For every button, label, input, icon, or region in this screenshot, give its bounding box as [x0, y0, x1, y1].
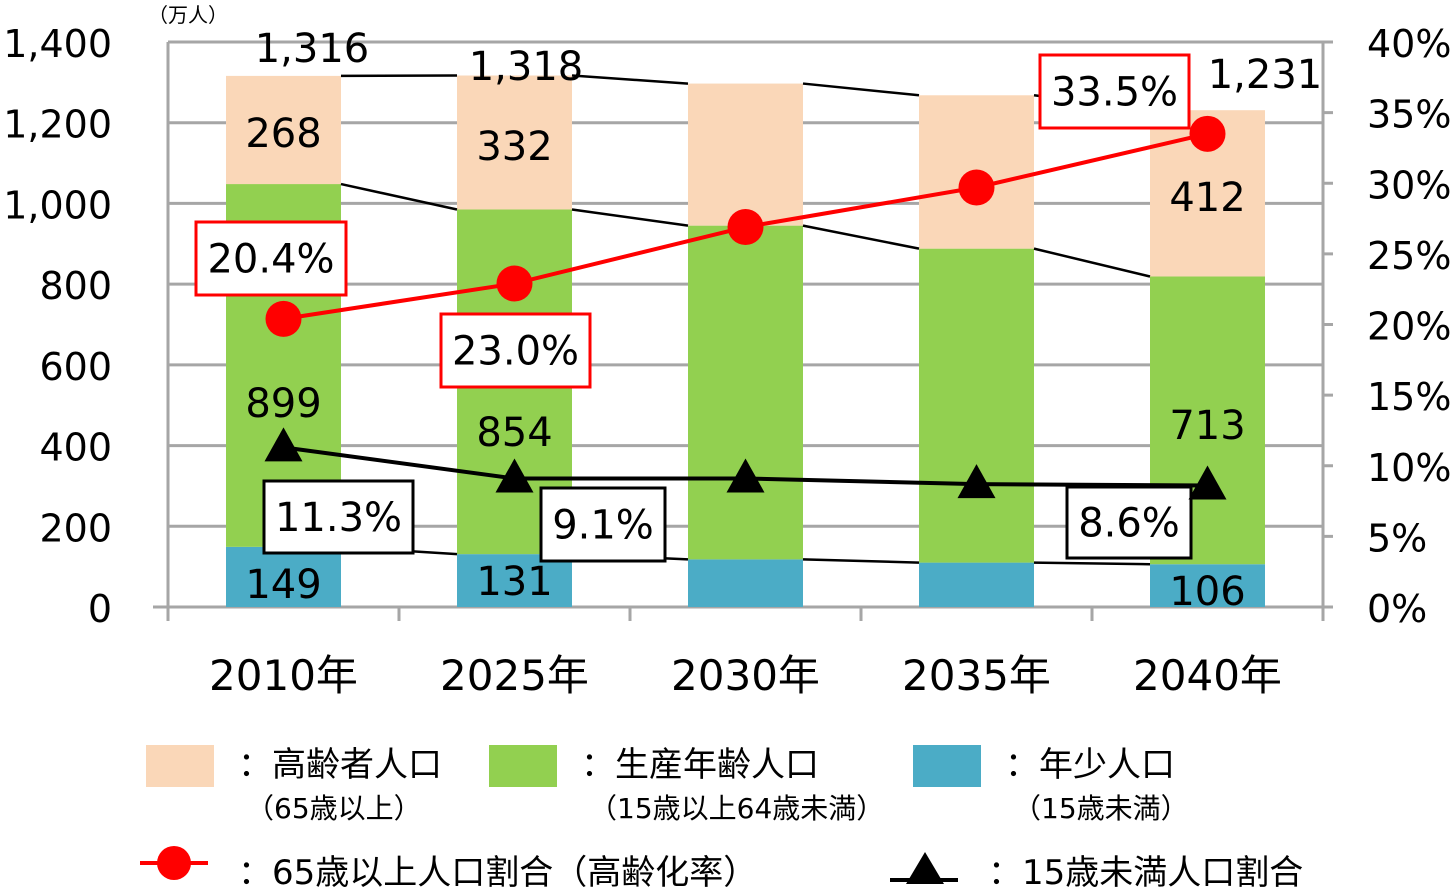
line-label: 11.3% — [275, 495, 402, 541]
line-marker-circle — [1189, 115, 1226, 152]
line-marker-triangle — [495, 458, 534, 493]
bar-value-label: 268 — [245, 111, 321, 157]
y-right-tick-label: 35% — [1367, 93, 1451, 137]
series-connector — [571, 74, 689, 85]
y-right-tick-label: 40% — [1367, 22, 1451, 66]
x-tick-label: 2010年 — [209, 651, 358, 700]
y-right-tick-label: 20% — [1367, 305, 1451, 349]
legend-label: ：15歳未満人口割合 — [988, 853, 1303, 893]
line-marker-circle — [958, 169, 995, 206]
line-label: 9.1% — [552, 503, 654, 549]
line-label-box — [1065, 485, 1193, 560]
line-label-box — [1038, 53, 1191, 130]
x-tick-label: 2035年 — [902, 651, 1051, 700]
bar-value-label: 899 — [245, 381, 321, 427]
y-left-tick-label: 800 — [39, 264, 112, 308]
y-left-tick-label: 0 — [88, 587, 112, 631]
legend-swatch — [489, 745, 557, 787]
series-connector — [571, 208, 689, 227]
y-right-tick-label: 5% — [1367, 516, 1427, 560]
bar-1 — [688, 225, 803, 560]
bar-value-label: 412 — [1169, 175, 1245, 221]
line-label: 8.6% — [1078, 501, 1180, 547]
y-right-tick-label: 10% — [1367, 446, 1451, 490]
legend-label: ：高齢者人口 — [238, 745, 442, 785]
line-marker-circle — [727, 209, 764, 246]
line-label-box — [194, 220, 348, 297]
y-right-tick-label: 30% — [1367, 163, 1451, 207]
bar-0 — [226, 546, 341, 607]
bar-value-label: 332 — [476, 124, 552, 170]
legend-sublabel: （15歳未満） — [1013, 792, 1189, 825]
series-connector — [340, 182, 458, 211]
bar-2 — [226, 75, 341, 185]
legend-marker-circle — [157, 846, 191, 880]
y-right-tick-label: 0% — [1367, 587, 1427, 631]
legend-swatch — [913, 745, 981, 787]
bar-value-label: 106 — [1169, 569, 1245, 615]
y-left-tick-label: 600 — [39, 345, 112, 389]
line-marker-triangle — [1188, 465, 1227, 500]
bar-value-label: 131 — [476, 559, 552, 605]
line-marker-triangle — [726, 458, 765, 493]
line-label: 20.4% — [207, 237, 334, 283]
line-label: 23.0% — [452, 329, 579, 375]
y-right-tick-label: 15% — [1367, 375, 1451, 419]
bar-2 — [457, 75, 572, 210]
x-tick-label: 2030年 — [671, 651, 820, 700]
legend-label: ：65歳以上人口割合（高齢化率） — [238, 853, 757, 893]
total-label: 1,231 — [1208, 52, 1323, 98]
bar-2 — [688, 83, 803, 226]
line-marker-circle — [265, 300, 302, 337]
line-label: 33.5% — [1051, 70, 1178, 116]
unit-label: （万人） — [148, 3, 228, 27]
legend-sublabel: （65歳以上） — [246, 792, 422, 825]
y-left-tick-label: 200 — [39, 506, 112, 550]
line-label-box — [539, 486, 667, 563]
total-label: 1,318 — [469, 44, 584, 90]
y-left-tick-label: 1,000 — [3, 183, 112, 227]
bar-value-label: 713 — [1169, 403, 1245, 449]
legend-swatch — [146, 745, 214, 787]
series-connector — [802, 82, 920, 97]
bar-value-label: 854 — [476, 410, 552, 456]
line-label-box — [262, 479, 415, 555]
bar-0 — [688, 559, 803, 607]
y-left-tick-label: 1,200 — [3, 103, 112, 147]
bar-0 — [1150, 564, 1265, 607]
legend-sublabel: （15歳以上64歳未満） — [589, 792, 884, 825]
legend-label: ：年少人口 — [1005, 745, 1175, 785]
series-connector — [802, 224, 920, 250]
line-marker-triangle — [264, 427, 303, 462]
x-tick-label: 2040年 — [1133, 651, 1282, 700]
bar-0 — [457, 554, 572, 607]
x-tick-label: 2025年 — [440, 651, 589, 700]
bar-0 — [919, 562, 1034, 607]
bar-value-label: 149 — [245, 562, 321, 608]
line-label-box — [439, 312, 592, 389]
y-right-tick-label: 25% — [1367, 234, 1451, 278]
series-connector — [1033, 561, 1151, 566]
bar-1 — [919, 248, 1034, 563]
y-left-tick-label: 1,400 — [3, 22, 112, 66]
series-connector — [1033, 247, 1151, 278]
line-marker-triangle — [957, 464, 996, 499]
y-left-tick-label: 400 — [39, 426, 112, 470]
legend-marker-triangle — [906, 852, 944, 884]
legend-label: ：生産年齢人口 — [581, 745, 819, 785]
series-connector — [802, 558, 920, 564]
total-label: 1,316 — [255, 26, 370, 72]
line-marker-circle — [496, 265, 533, 302]
